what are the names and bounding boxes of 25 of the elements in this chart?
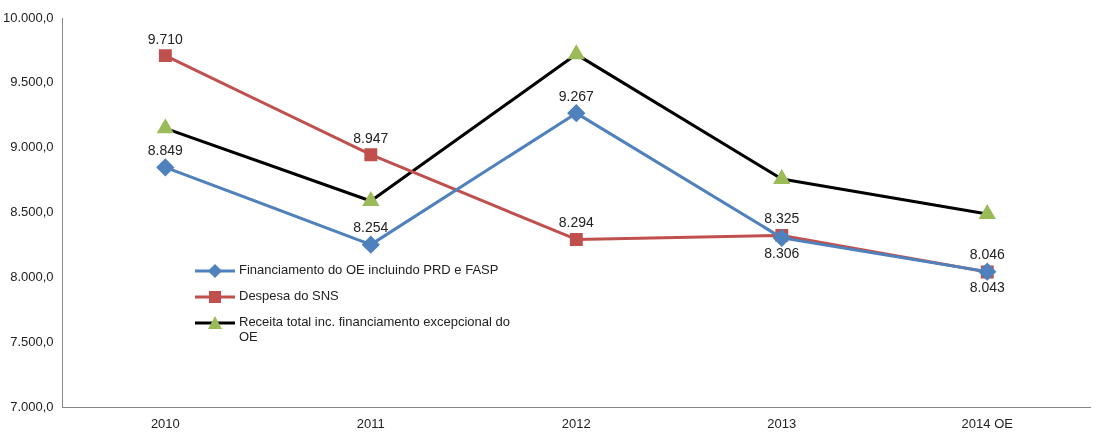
data-label: 8.325	[764, 210, 800, 227]
x-tick-label: 2014 OE	[961, 415, 1014, 431]
data-label: 8.947	[353, 129, 389, 146]
legend-label: Receita total inc. financiamento excepcional do OE	[239, 314, 511, 344]
data-label: 9.710	[147, 30, 184, 47]
y-tick-label: 7.000,0	[10, 398, 54, 414]
y-tick-label: 8.000,0	[10, 269, 54, 285]
legend-label: Despesa do SNS	[239, 288, 339, 303]
data-label: 8.849	[147, 142, 184, 159]
y-tick-label: 9.500,0	[10, 74, 54, 90]
y-tick-label: 9.000,0	[10, 139, 54, 155]
x-tick-label: 2013	[767, 415, 797, 431]
x-tick-label: 2011	[356, 415, 385, 431]
data-label: 8.294	[558, 214, 595, 231]
x-tick-label: 2012	[561, 415, 591, 431]
data-label: 8.046	[969, 246, 1005, 263]
data-label: 9.267	[558, 88, 595, 104]
x-tick-label: 2010	[150, 415, 180, 431]
y-tick-label: 10.000,0	[2, 9, 54, 25]
data-label: 8.254	[353, 219, 389, 236]
data-label: 8.306	[764, 244, 800, 261]
data-label: 8.043	[969, 278, 1005, 295]
y-tick-label: 8.500,0	[10, 204, 54, 220]
legend-label: Financiamento do OE incluindo PRD e FASP	[239, 262, 499, 277]
y-tick-label: 7.500,0	[10, 334, 54, 350]
